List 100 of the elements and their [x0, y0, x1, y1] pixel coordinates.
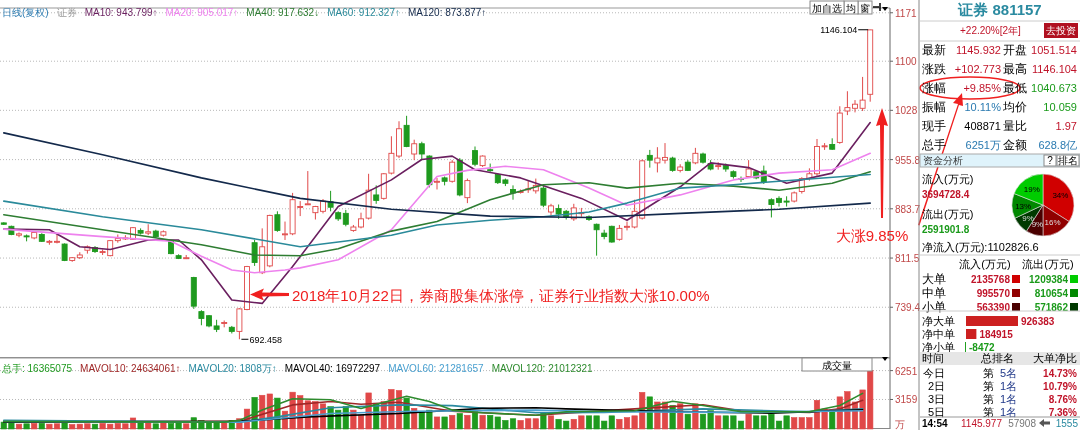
text: 去投资	[1046, 25, 1076, 36]
text: 628.8亿	[1038, 139, 1077, 151]
y-axis-title: 万	[895, 419, 905, 430]
y-tick-label: 净小单	[922, 341, 955, 353]
text: 8.76%	[1048, 394, 1078, 405]
y-tick-label: 净大单	[922, 315, 955, 327]
text: MAVOL10: 24634061↑	[80, 363, 181, 374]
annotation: 1146.104	[820, 25, 858, 36]
annotation: 总排名	[979, 352, 1014, 364]
y-tick-label: 1100	[895, 56, 917, 68]
text: 最高	[1003, 62, 1027, 76]
text: 现手	[922, 119, 946, 133]
text: 10.11%	[964, 101, 1002, 113]
text: 1051.514	[1031, 44, 1077, 56]
text: 1145.977	[961, 418, 1003, 429]
chart-title: 日线(复权)	[2, 7, 49, 18]
text: 571862	[1034, 302, 1069, 313]
y-tick-label: 1028	[895, 105, 918, 117]
text: 3日	[927, 393, 945, 405]
data-label: 34%	[1052, 191, 1069, 201]
text: 1.97	[1055, 120, 1077, 132]
text: MA20: 905.017↑	[165, 7, 239, 18]
text: 振幅	[922, 100, 946, 114]
text: 1名	[1000, 380, 1018, 392]
data-label: 184915	[979, 329, 1014, 340]
text: 14.73%	[1043, 368, 1078, 379]
text: 涨跌	[922, 62, 946, 76]
text: 7.36%	[1048, 407, 1078, 418]
text: MAVOL40: 16972297	[284, 363, 381, 374]
chart-title: 资金分析	[923, 155, 963, 166]
data-label: 9%	[1031, 220, 1044, 230]
text: 今日	[923, 367, 945, 379]
text: 810654	[1034, 288, 1069, 299]
text: 量比	[1003, 119, 1027, 133]
text: 证券 881157	[957, 1, 1042, 18]
text: 流入(万元)	[959, 258, 1011, 270]
text: 中单	[922, 286, 946, 300]
data-label: -8472	[969, 342, 996, 353]
text: 408871	[964, 120, 1001, 132]
text: 第	[983, 406, 994, 418]
text: 时间	[922, 352, 944, 364]
text: 第	[983, 367, 994, 379]
y-tick-label: 811.5	[895, 253, 920, 265]
text: 大单	[922, 272, 946, 286]
text: 金额	[1003, 138, 1027, 152]
annotation: 大涨9.85%	[835, 227, 909, 244]
text: 第	[983, 393, 994, 405]
text: 2591901.8	[922, 224, 970, 235]
text: 1555	[1055, 418, 1079, 429]
text: MAVOL60: 21281657	[388, 363, 485, 374]
y-tick-label: 6251	[895, 365, 918, 377]
text: 2日	[927, 380, 945, 392]
text: 1名	[1000, 393, 1018, 405]
text: 2135768	[971, 274, 1011, 285]
text: MAVOL20: 1808万↑	[188, 363, 277, 374]
text: 流出(万元)	[1022, 258, 1074, 270]
text: 10.79%	[1043, 381, 1078, 392]
data-label: 9%	[1022, 214, 1034, 224]
text: MAVOL120: 21012321	[491, 363, 594, 374]
text: 均价	[1002, 100, 1027, 114]
y-tick-label: 739.4	[895, 302, 921, 314]
text: 14:54	[922, 418, 949, 429]
text: ?	[1047, 155, 1054, 166]
text: MA10: 943.799↑	[84, 7, 158, 18]
text: 1209384	[1029, 274, 1069, 285]
text: 1146.104	[1031, 63, 1077, 75]
text: 第	[983, 380, 994, 392]
text: 开盘	[1003, 43, 1027, 57]
text: 流出(万元)	[922, 208, 974, 220]
y-tick-label: 净中单	[922, 328, 955, 340]
text: 10.059	[1043, 101, 1077, 113]
text: 6251万	[965, 139, 1001, 151]
text: 最新	[922, 43, 946, 57]
text: 净流入(万元):1102826.6	[922, 241, 1039, 253]
text: 563390	[976, 302, 1011, 313]
data-label: 16%	[1044, 218, 1061, 228]
text: 涨幅	[922, 81, 946, 95]
text: MA40: 917.632↓	[246, 7, 320, 18]
text: 总手: 16365075	[1, 363, 73, 374]
annotation: 2018年10月22日，券商股集体涨停，证券行业指数大涨10.00%	[292, 286, 710, 304]
data-label: 19%	[1023, 184, 1040, 194]
data-label: 13%	[1015, 201, 1032, 211]
text: 1名	[1000, 406, 1018, 418]
annotation: 成交量	[822, 359, 852, 371]
text: 小单	[922, 300, 946, 314]
y-tick-label: 883.7	[895, 203, 921, 215]
text: 1145.932	[955, 44, 1001, 56]
text: +22.20%[2年]	[960, 25, 1022, 36]
text: MA60: 912.327↑	[327, 7, 400, 18]
text: 5名	[1000, 367, 1018, 379]
data-label: 926383	[1021, 316, 1055, 327]
chart-subtitle: 证券	[56, 7, 77, 18]
text: 1040.673	[1031, 82, 1077, 94]
text: 57908	[1008, 418, 1037, 429]
text: MA120: 873.877↑	[407, 7, 487, 18]
text: 5日	[927, 406, 945, 418]
y-tick-label: 1171	[895, 7, 917, 19]
y-tick-label: 955.8	[895, 154, 921, 166]
text: 大单净比	[1033, 352, 1077, 364]
text: 995570	[976, 288, 1011, 299]
